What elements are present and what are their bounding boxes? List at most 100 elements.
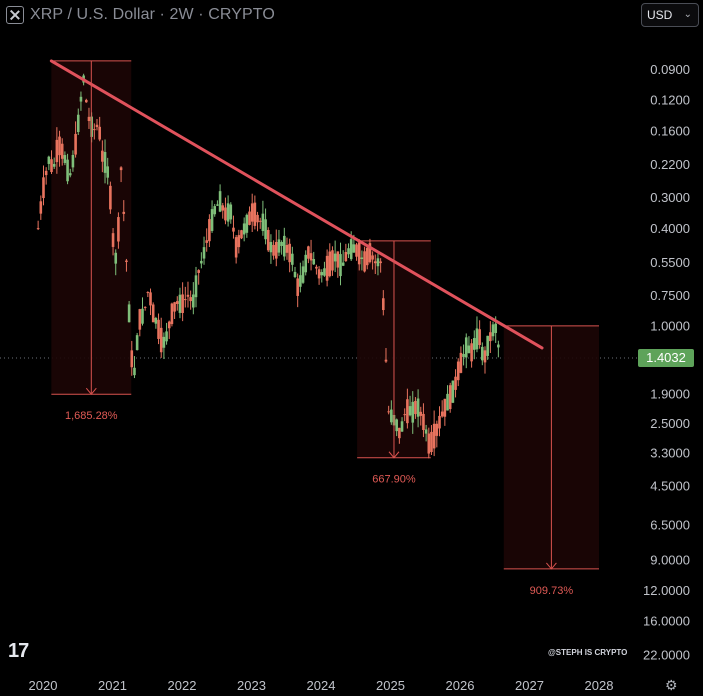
candle-body	[42, 177, 45, 199]
candle-body	[170, 303, 174, 325]
candle-body	[74, 133, 77, 155]
candle-body	[224, 207, 227, 221]
candle-body	[414, 400, 417, 415]
currency-select[interactable]: USD ⌄	[641, 3, 699, 27]
candle-body	[165, 331, 168, 342]
x-tick-label: 2024	[307, 678, 336, 693]
y-tick-label: 3.3000	[650, 446, 690, 461]
candle-body	[98, 126, 101, 140]
candle-body	[151, 304, 155, 323]
candle-body	[258, 220, 262, 222]
candle-body	[486, 335, 489, 356]
candle-body	[125, 260, 128, 262]
candle-body	[387, 411, 390, 413]
candle-body	[301, 266, 305, 283]
candle-body	[384, 359, 388, 362]
symbol-title[interactable]: XRP / U.S. Dollar · 2W · CRYPTO	[30, 6, 275, 23]
candle-body	[63, 155, 67, 163]
watermark: @STEPH IS CRYPTO	[548, 648, 628, 657]
candle-body	[336, 251, 340, 268]
y-tick-label: 0.4000	[650, 221, 690, 236]
candle-body	[274, 241, 278, 259]
candle-body	[317, 269, 321, 279]
tradingview-logo-icon[interactable]: 17	[8, 640, 29, 663]
candle-body	[95, 124, 99, 128]
candle-body	[489, 332, 492, 342]
candle-body	[133, 367, 136, 376]
candle-body	[438, 415, 441, 429]
candle-body	[443, 398, 447, 417]
close-icon[interactable]	[6, 6, 24, 24]
candle-body	[101, 150, 104, 162]
measure-label-2: 667.90%	[372, 474, 416, 486]
candle-body	[245, 214, 249, 233]
candle-body	[205, 240, 209, 243]
candle-body	[103, 152, 107, 173]
x-tick-label: 2021	[98, 678, 127, 693]
measure-label-3: 909.73%	[530, 585, 574, 597]
candle-body	[379, 261, 382, 264]
candle-body	[66, 159, 69, 182]
y-axis[interactable]: 0.0900 0.1200 0.1600 0.2200 0.3000 0.4000 0.55…	[643, 62, 690, 662]
candle-body	[352, 244, 356, 253]
candle-body	[186, 294, 190, 297]
candle-body	[357, 242, 361, 265]
x-tick-label: 2027	[515, 678, 544, 693]
candle-body	[162, 336, 166, 348]
y-tick-label: 12.0000	[643, 583, 690, 598]
candle-body	[266, 229, 270, 251]
candle-body	[422, 413, 425, 430]
candle-body	[138, 309, 142, 330]
candle-body	[299, 275, 302, 287]
candle-body	[430, 431, 433, 453]
x-axis[interactable]: 2020 2021 2022 2023 2024 2025 2026 2027 2028	[29, 678, 614, 693]
candle-body	[87, 116, 91, 122]
candle-body	[149, 292, 152, 306]
y-tick-label: 22.0000	[643, 647, 690, 662]
y-tick-label: 1.0000	[650, 318, 690, 333]
candle-body	[419, 411, 423, 416]
candle-body	[76, 114, 80, 133]
candle-body	[424, 429, 428, 434]
candle-body	[117, 217, 120, 242]
settings-icon[interactable]: ⚙	[665, 677, 678, 693]
candle-body	[448, 385, 452, 410]
candle-body	[68, 173, 72, 176]
candle-body	[272, 244, 275, 256]
y-tick-label: 0.1200	[650, 93, 690, 108]
currency-value: USD	[647, 8, 673, 22]
candle-body	[416, 398, 420, 417]
last-price-label: 1.4032	[646, 350, 686, 365]
candle-body	[213, 206, 217, 215]
candle-body	[293, 271, 297, 278]
x-tick-label: 2023	[237, 678, 266, 693]
candle-body	[328, 251, 332, 277]
candle-body	[285, 244, 289, 253]
candle-body	[312, 259, 316, 265]
trendline-group[interactable]	[49, 59, 544, 350]
candle-body	[47, 156, 51, 164]
candle-body	[58, 136, 61, 156]
candle-body	[192, 294, 195, 308]
candle-body	[264, 219, 267, 240]
last-price-tag: 1.4032	[638, 349, 694, 367]
candle-body	[291, 253, 294, 265]
candle-body	[253, 202, 257, 226]
candle-body	[130, 350, 134, 368]
candle-body	[189, 297, 192, 302]
y-tick-label: 0.3000	[650, 190, 690, 205]
candle-body	[406, 399, 409, 424]
candle-body	[355, 244, 358, 257]
candle-body	[36, 228, 40, 230]
candle-body	[333, 253, 337, 262]
candle-body	[256, 214, 259, 223]
candle-body	[248, 211, 251, 225]
candle-body	[208, 219, 211, 242]
candle-body	[494, 323, 497, 334]
candle-body	[109, 185, 112, 210]
x-tick-label: 2025	[376, 678, 405, 693]
candle-body	[269, 242, 273, 253]
candle-body	[304, 254, 308, 273]
measure-label-1: 1,685.28%	[65, 410, 118, 422]
